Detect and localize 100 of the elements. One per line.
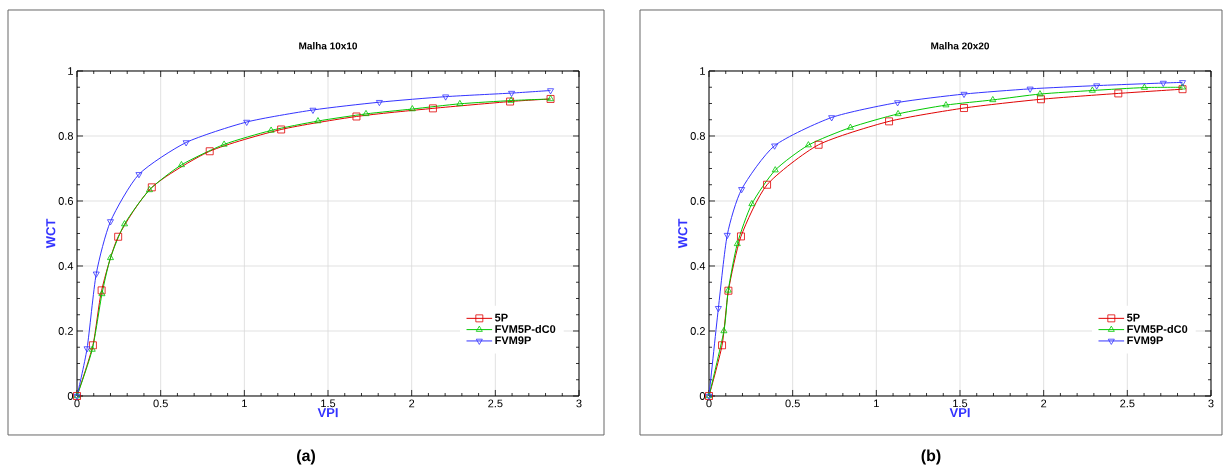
point [352,112,361,121]
x-tick-label: 1.5 [321,399,336,408]
point [737,232,745,241]
point [1178,85,1187,94]
point [121,220,128,227]
y-tick-label: 0.2 [58,327,73,335]
x-tick-label: 1 [242,399,247,408]
point [314,117,322,124]
x-tick-label: 3 [576,399,582,408]
y-axis-title: WCT [46,218,56,249]
point [1159,80,1167,87]
point [720,327,728,334]
point [92,271,100,278]
point [88,345,96,352]
x-tick-label: 2.5 [488,399,503,408]
point [456,99,464,106]
point [1026,86,1034,93]
point [894,109,902,117]
legend-label: FVM5P-dC0 [1127,324,1188,333]
point [277,125,286,134]
point [748,200,756,207]
point [1140,83,1148,90]
point [714,306,722,313]
text: (b) [921,449,941,465]
point [83,346,91,353]
point [375,100,383,107]
point [894,100,902,107]
point [1036,90,1044,97]
x-tick-label: 0.5 [785,399,800,408]
point [429,104,437,113]
point [205,147,214,156]
legend-label: FVM5P-dC0 [495,324,556,333]
x-tick-label: 2.5 [1120,399,1135,408]
point [114,232,123,241]
point [220,140,228,147]
legend-label: FVM9P [495,336,531,345]
x-tick-label: 0 [706,399,712,408]
point [547,88,554,95]
x-tick-label: 2 [409,399,415,408]
point [942,101,950,108]
point [885,117,893,126]
point [960,91,968,98]
point [309,107,317,114]
y-tick-label: 0 [67,392,74,400]
x-tick-label: 0 [74,399,80,408]
y-tick-label: 1 [68,67,73,75]
point [763,180,771,189]
point [814,140,823,149]
point [98,290,106,297]
point [771,143,779,150]
point [1037,95,1045,104]
point [135,172,143,179]
point [771,166,779,173]
chart-title: Malha 20x20 [931,42,990,50]
point [846,123,854,130]
point [828,115,836,122]
y-tick-label: 0.6 [690,197,705,205]
point [804,141,812,148]
text: (a) [297,449,315,465]
point [267,126,275,133]
point [362,109,370,117]
point [442,94,450,101]
point [107,253,114,261]
x-tick-label: 0.5 [153,399,168,408]
point [182,140,190,147]
point [1093,83,1101,90]
y-tick-label: 0.6 [58,197,73,205]
point [733,239,741,247]
point [989,96,997,103]
legend-label: 5P [1126,313,1140,322]
x-tick-label: 1.5 [953,399,968,408]
point [508,90,515,97]
point [1114,89,1123,98]
y-tick-label: 0.8 [690,132,705,140]
point [408,105,416,112]
chart-title: Malha 10x10 [299,42,358,50]
x-tick-label: 2 [1041,399,1047,408]
legend-label: 5P [494,313,508,322]
x-tick-label: 3 [1208,399,1214,408]
y-tick-label: 0.4 [58,262,74,270]
legend-label: FVM9P [1127,336,1163,345]
point [178,161,185,168]
point [723,232,731,240]
x-axis-title: VPI [949,408,970,418]
point [960,104,968,112]
point [718,341,726,350]
point [1088,86,1096,93]
point [243,119,251,126]
point [738,187,746,194]
y-tick-label: 0.8 [58,132,73,140]
x-tick-label: 1 [874,399,879,408]
x-axis-title: VPI [317,408,338,418]
point [107,219,114,226]
y-tick-label: 0 [699,392,706,400]
y-axis-title: WCT [678,218,688,249]
y-tick-label: 1 [700,67,705,75]
point [97,286,106,295]
y-tick-label: 0.2 [690,327,705,335]
point [89,341,97,350]
y-tick-label: 0.4 [690,262,706,270]
